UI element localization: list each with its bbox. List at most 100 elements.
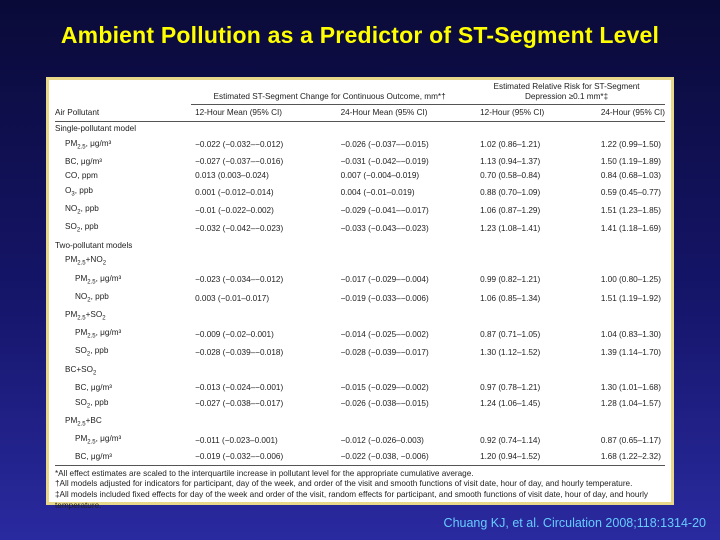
table-cell: 0.013 (0.003–0.024) bbox=[195, 171, 269, 181]
table-cell: −0.029 (−0.041–−0.017) bbox=[340, 206, 429, 216]
table-cell: −0.009 (−0.02–0.001) bbox=[195, 330, 274, 340]
table-cell: 0.92 (0.74–1.14) bbox=[480, 435, 541, 445]
table-cell: 1.13 (0.94–1.37) bbox=[480, 156, 541, 166]
table-frame: Estimated ST-Segment Change for Continuo… bbox=[46, 77, 674, 510]
table-cell: −0.015 (−0.029–−0.002) bbox=[340, 382, 429, 392]
column-header-row: Air Pollutant 12-Hour Mean (95% CI) 24-H… bbox=[55, 104, 665, 122]
results-table: Estimated ST-Segment Change for Continuo… bbox=[55, 82, 665, 466]
table-cell bbox=[191, 253, 323, 271]
col-header-12h-rr: 12-Hour (95% CI) bbox=[468, 104, 581, 122]
table-cell bbox=[323, 253, 469, 271]
table-cell: −0.032 (−0.042–−0.023) bbox=[195, 224, 284, 234]
relative-risk-header: Estimated Relative Risk for ST-Segment D… bbox=[468, 82, 665, 105]
row-label: PM2.5, μg/m³ bbox=[75, 273, 122, 286]
table-row: CO, ppm 0.013 (0.003–0.024) 0.007 (−0.004–… bbox=[55, 169, 665, 184]
citation: Chuang KJ, et al. Circulation 2008;118:1… bbox=[443, 516, 706, 530]
table-cell bbox=[323, 363, 469, 381]
table-row: PM2.5+NO2 bbox=[55, 253, 665, 271]
table-cell: −0.028 (−0.039–−0.018) bbox=[195, 348, 284, 358]
table-cell: 0.87 (0.65–1.17) bbox=[600, 435, 661, 445]
row-label: PM2.5, μg/m³ bbox=[75, 328, 122, 340]
table-cell: −0.026 (−0.038–−0.015) bbox=[340, 399, 429, 409]
table-cell: 1.39 (1.14–1.70) bbox=[600, 348, 661, 358]
table-cell: 0.88 (0.70–1.09) bbox=[480, 187, 541, 197]
row-label: SO2, ppb bbox=[65, 222, 99, 235]
row-label: BC, μg/m³ bbox=[75, 382, 113, 392]
row-label: BC, μg/m³ bbox=[55, 450, 192, 466]
table-cell: 1.04 (0.83–1.30) bbox=[600, 330, 661, 340]
table-row: SO2, ppb −0.032 (−0.042–−0.023) −0.033 (−0… bbox=[55, 220, 665, 238]
row-label: SO2, ppb bbox=[75, 346, 109, 359]
table-cell bbox=[468, 308, 581, 326]
table-cell: 0.003 (−0.01–0.017) bbox=[195, 293, 270, 303]
table-body: Single-pollutant model PM2.5, μg/m³ −0.022… bbox=[55, 122, 665, 466]
table-cell: 0.001 (−0.012–0.014) bbox=[195, 187, 274, 197]
table-cell bbox=[581, 363, 665, 381]
table-cell: 0.004 (−0.01–0.019) bbox=[340, 187, 415, 197]
table-cell: 1.68 (1.22–2.32) bbox=[580, 450, 665, 466]
table-row: BC, μg/m³ −0.013 (−0.024–−0.001) −0.015 (−… bbox=[55, 381, 665, 396]
row-label: NO2, ppb bbox=[65, 204, 99, 216]
table-cell: 1.50 (1.19–1.89) bbox=[600, 156, 661, 166]
table-cell: 1.20 (0.94–1.52) bbox=[468, 450, 581, 466]
table-cell: −0.012 (−0.026–0.003) bbox=[340, 435, 424, 445]
table-row: BC, μg/m³ −0.019 (−0.032–−0.006) −0.022 (−… bbox=[55, 450, 665, 466]
table-row: SO2, ppb −0.027 (−0.038–−0.017) −0.026 (−0… bbox=[55, 396, 665, 414]
table-cell: 1.22 (0.99–1.50) bbox=[600, 140, 661, 150]
table-panel: Estimated ST-Segment Change for Continuo… bbox=[49, 80, 671, 510]
footnote: *All effect estimates are scaled to the … bbox=[55, 468, 474, 478]
table-row: BC, μg/m³ −0.027 (−0.037–−0.016) −0.031 (−… bbox=[55, 155, 665, 170]
table-cell: 1.06 (0.87–1.29) bbox=[480, 206, 541, 216]
row-label: BC, μg/m³ bbox=[65, 156, 103, 166]
continuous-outcome-header: Estimated ST-Segment Change for Continuo… bbox=[191, 82, 469, 105]
row-label: PM2.5+SO2 bbox=[65, 310, 106, 322]
table-row: PM2.5+SO2 bbox=[55, 308, 665, 326]
table-cell bbox=[468, 363, 581, 381]
table-row: PM2.5+BC bbox=[55, 414, 665, 432]
table-cell: 1.28 (1.04–1.57) bbox=[600, 399, 661, 409]
section-row: Two-pollutant models bbox=[55, 239, 665, 254]
table-cell: −0.022 (−0.038, −0.006) bbox=[322, 450, 469, 466]
row-label: PM2.5, μg/m³ bbox=[75, 434, 122, 446]
table-cell: 1.06 (0.85–1.34) bbox=[480, 293, 541, 303]
table-row: PM2.5, μg/m³ −0.011 (−0.023–0.001) −0.012 … bbox=[55, 432, 665, 450]
table-cell: −0.019 (−0.033–−0.006) bbox=[340, 293, 429, 303]
table-cell: −0.031 (−0.042–−0.019) bbox=[340, 156, 429, 166]
section-label: Single-pollutant model bbox=[55, 124, 137, 133]
table-cell bbox=[581, 253, 665, 271]
table-cell: 0.70 (0.58–0.84) bbox=[480, 171, 541, 181]
table-cell: 1.24 (1.06–1.45) bbox=[480, 399, 541, 409]
table-row: O3, ppb 0.001 (−0.012–0.014) 0.004 (−0.01–… bbox=[55, 184, 665, 202]
table-cell bbox=[581, 414, 665, 432]
table-cell bbox=[191, 414, 323, 432]
table-cell: −0.013 (−0.024–−0.001) bbox=[195, 382, 284, 392]
table-cell: 1.30 (1.12–1.52) bbox=[480, 348, 541, 358]
table-cell: 1.23 (1.08–1.41) bbox=[480, 224, 541, 234]
table-row: BC+SO2 bbox=[55, 363, 665, 381]
row-label: PM2.5, μg/m³ bbox=[65, 138, 112, 151]
table-cell: −0.026 (−0.037–−0.015) bbox=[340, 140, 429, 150]
table-cell: 0.87 (0.71–1.05) bbox=[480, 330, 541, 340]
table-cell: 0.007 (−0.004–0.019) bbox=[340, 171, 420, 181]
table-cell bbox=[468, 414, 581, 432]
table-cell: 0.59 (0.45–0.77) bbox=[600, 187, 661, 197]
col-header-12h-mean: 12-Hour Mean (95% CI) bbox=[191, 104, 323, 122]
row-label: NO2, ppb bbox=[75, 291, 109, 304]
table-row: NO2, ppb 0.003 (−0.01–0.017) −0.019 (−0.03… bbox=[55, 290, 665, 308]
table-row: SO2, ppb −0.028 (−0.039–−0.018) −0.028 (−0… bbox=[55, 344, 665, 362]
row-label: PM2.5+BC bbox=[65, 415, 102, 428]
row-label: O3, ppb bbox=[65, 186, 93, 198]
row-label: BC+SO2 bbox=[65, 364, 97, 377]
table-cell: 0.97 (0.78–1.21) bbox=[480, 382, 541, 392]
table-cell: 1.51 (1.19–1.92) bbox=[600, 293, 661, 303]
table-cell bbox=[323, 414, 469, 432]
table-cell: −0.028 (−0.039–−0.017) bbox=[340, 348, 429, 358]
table-cell bbox=[581, 308, 665, 326]
footnote: †All models adjusted for indicators for … bbox=[55, 479, 633, 489]
table-cell: 1.30 (1.01–1.68) bbox=[600, 382, 661, 392]
col-header-pollutant: Air Pollutant bbox=[55, 104, 192, 122]
table-cell: 1.00 (0.80–1.25) bbox=[600, 275, 661, 285]
footnotes: *All effect estimates are scaled to the … bbox=[55, 469, 665, 511]
section-row: Single-pollutant model bbox=[55, 122, 665, 137]
table-cell: −0.014 (−0.025–−0.002) bbox=[340, 330, 429, 340]
